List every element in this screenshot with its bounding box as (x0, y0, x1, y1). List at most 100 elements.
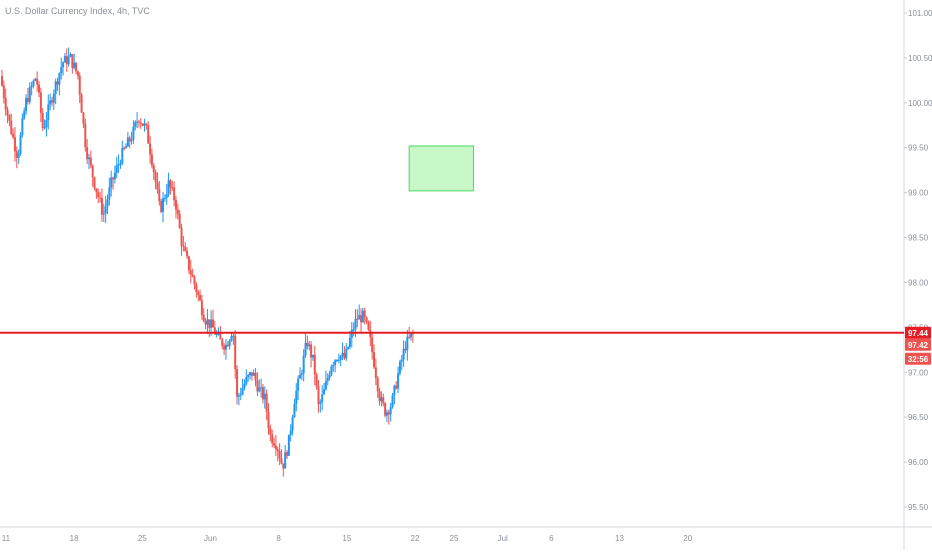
candle-body (6, 109, 9, 115)
candle-body (89, 157, 92, 166)
candle-body (152, 165, 155, 173)
candle-body (224, 344, 227, 350)
candle-body (278, 451, 281, 459)
candle-body (289, 430, 292, 435)
candle-body (313, 354, 316, 375)
candle-body (247, 375, 250, 377)
candle-body (271, 434, 274, 444)
candle-body (265, 393, 268, 412)
candle-body (60, 67, 63, 74)
y-tick-label: 98.00 (908, 278, 929, 287)
candle-body (21, 118, 24, 136)
candle-body (384, 403, 387, 416)
candle-body (202, 314, 205, 322)
candle-body (387, 412, 390, 415)
candle-body (345, 348, 348, 359)
candle-body (274, 445, 277, 450)
candle-body (297, 378, 300, 391)
candle-body (54, 81, 57, 94)
candle-body (226, 344, 229, 347)
candle-body (330, 366, 333, 375)
candle-body (82, 112, 85, 124)
candle-body (75, 62, 78, 72)
candle-body (223, 345, 226, 350)
y-tick-label: 96.00 (908, 458, 929, 467)
candle-body (219, 333, 222, 340)
candle-body (354, 318, 357, 330)
x-tick-label: 13 (615, 534, 624, 543)
candle-body (62, 62, 65, 68)
candle-body (191, 274, 194, 277)
candle-body (208, 319, 211, 328)
candle-body (143, 123, 146, 126)
candle-body (47, 104, 50, 121)
candle-body (252, 372, 255, 376)
candle-body (189, 270, 192, 275)
candle-body (73, 62, 76, 68)
candle-body (389, 407, 392, 415)
candle-body (308, 344, 311, 347)
candle-body (19, 135, 22, 154)
candle-body (38, 84, 41, 93)
candle-body (67, 56, 70, 65)
y-tick-label: 100.50 (908, 54, 932, 63)
candle-body (232, 335, 235, 337)
candle-body (1, 75, 3, 86)
candle-body (221, 339, 224, 346)
candle-body (128, 137, 131, 142)
candle-body (195, 284, 198, 293)
candle-body (352, 329, 355, 331)
bar-timer-badge-bg (905, 352, 931, 365)
target-zone[interactable] (408, 145, 474, 192)
x-tick-label: 22 (411, 534, 420, 543)
candle-body (147, 125, 150, 144)
candle-body (258, 387, 261, 392)
candle-body (176, 209, 179, 214)
candle-body (249, 372, 252, 376)
candle-body (321, 394, 324, 403)
candle-body (10, 120, 13, 134)
candle-body (334, 360, 337, 365)
candle-body (337, 359, 340, 361)
candle-body (402, 348, 405, 360)
candle-body (8, 114, 11, 121)
candle-body (404, 348, 407, 351)
candle-body (360, 315, 363, 323)
candle-body (311, 354, 314, 358)
candle-body (269, 428, 272, 435)
last-price-badge-bg (905, 338, 931, 351)
candle-body (380, 397, 383, 402)
candle-body (261, 387, 264, 400)
bar-timer-badge: 32:56 (908, 355, 929, 364)
candle-body (204, 321, 207, 325)
candle-body (211, 319, 214, 328)
candle-body (300, 373, 303, 375)
candle-body (254, 372, 257, 381)
candle-body (126, 137, 129, 147)
candle-body (241, 387, 244, 395)
candle-body (282, 463, 285, 469)
candle-body (97, 192, 100, 198)
candle-body (50, 100, 53, 103)
candle-body (408, 336, 411, 338)
y-tick-label: 95.50 (908, 503, 929, 512)
candle-body (323, 389, 326, 395)
candle-body (210, 319, 213, 328)
candle-body (291, 417, 294, 431)
candle-body (63, 56, 66, 63)
candle-body (182, 245, 185, 247)
candle-body (173, 187, 176, 201)
candle-body (286, 452, 289, 456)
candle-body (326, 377, 329, 382)
candle-body (280, 458, 283, 464)
candle-body (58, 73, 61, 85)
x-tick-label: Jun (204, 534, 217, 543)
x-tick-label: Jul (498, 534, 508, 543)
x-tick-label: 20 (683, 534, 692, 543)
y-tick-label: 99.00 (908, 189, 929, 198)
candle-body (363, 310, 366, 318)
candle-body (197, 292, 200, 295)
candle-body (267, 411, 270, 429)
